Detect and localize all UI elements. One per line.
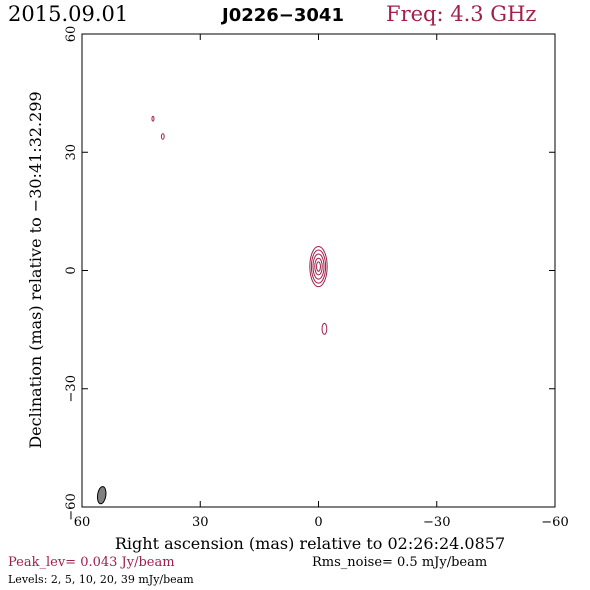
- axis-ticks: [81, 33, 556, 508]
- core-contour: [309, 245, 328, 288]
- x-tick-label: 0: [314, 515, 322, 530]
- core-contour: [312, 253, 325, 280]
- y-tick-label: 60: [64, 26, 79, 43]
- feature-contour: [151, 115, 155, 122]
- x-tick-labels: 60 30 0 −30 −60: [74, 515, 569, 530]
- source-name: J0226−3041: [222, 5, 344, 26]
- core-contour: [310, 249, 327, 284]
- y-tick-label: −30: [64, 375, 79, 402]
- feature-contour: [160, 133, 165, 140]
- contour-levels: Levels: 2, 5, 10, 20, 39 mJy/beam: [8, 573, 194, 586]
- x-tick-label: −30: [423, 515, 450, 530]
- feature-contour: [321, 322, 328, 335]
- plot-frame: [81, 33, 556, 508]
- y-tick-label: −60: [64, 493, 79, 520]
- core-contour: [314, 257, 323, 276]
- peak-level: Peak_lev= 0.043 Jy/beam: [8, 555, 175, 570]
- rms-noise: Rms_noise= 0.5 mJy/beam: [312, 555, 488, 570]
- core-contour: [316, 261, 321, 272]
- y-tick-label: 0: [64, 266, 79, 274]
- y-tick-labels: −60 −30 0 30 60: [64, 26, 79, 521]
- observation-date: 2015.09.01: [8, 2, 129, 26]
- x-axis-label: Right ascension (mas) relative to 02:26:…: [115, 534, 505, 553]
- contour-layer: [151, 115, 328, 335]
- beam-ellipse: [96, 486, 107, 505]
- x-tick-label: 30: [192, 515, 209, 530]
- beam-layer: [96, 486, 107, 505]
- x-tick-label: −60: [541, 515, 568, 530]
- y-axis-label: Declination (mas) relative to −30:41:32.…: [26, 91, 45, 448]
- x-tick-label: 60: [74, 515, 91, 530]
- frequency-label: Freq: 4.3 GHz: [386, 2, 537, 26]
- y-tick-label: 30: [64, 144, 79, 161]
